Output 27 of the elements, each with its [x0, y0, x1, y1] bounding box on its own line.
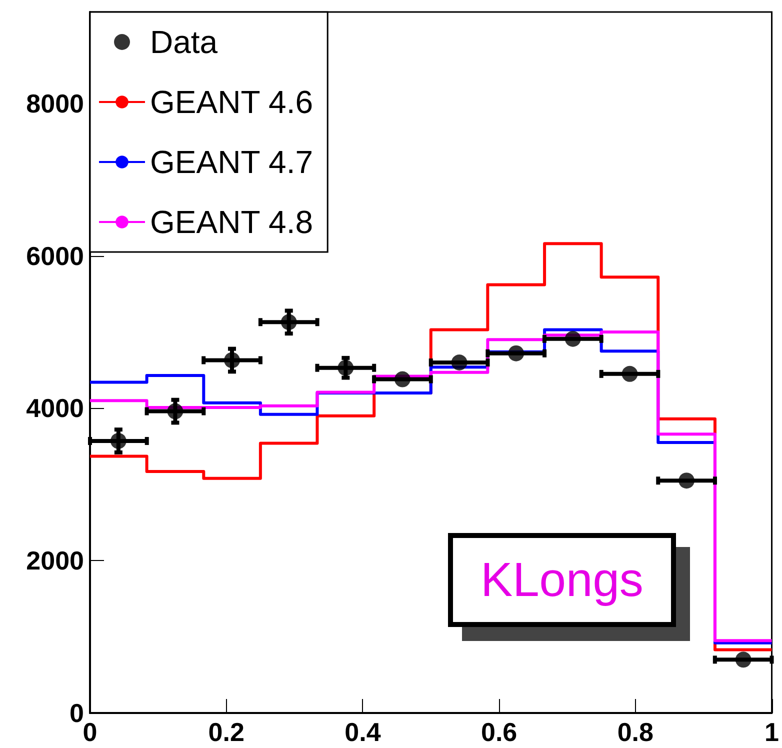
- point: [280, 314, 297, 330]
- x-tick-label: 0.2: [208, 717, 244, 747]
- y-tick-label: 8000: [26, 88, 84, 118]
- x-tick-label: 1: [764, 717, 780, 747]
- y-tick-label: 0: [70, 698, 84, 728]
- legend-label: GEANT 4.7: [150, 144, 314, 180]
- x-tick-label: 0.4: [344, 717, 382, 747]
- point: [394, 371, 410, 388]
- y-tick-label: 2000: [26, 546, 84, 576]
- point: [622, 366, 638, 382]
- point: [338, 360, 354, 376]
- x-tick-label: 0.8: [617, 717, 654, 747]
- point: [508, 345, 524, 362]
- y-tick-label: 6000: [26, 240, 84, 271]
- legend-label: GEANT 4.6: [150, 84, 314, 120]
- point: [451, 354, 468, 370]
- point: [224, 352, 240, 368]
- point: [678, 472, 695, 489]
- point: [735, 652, 752, 668]
- legend-label: GEANT 4.8: [150, 204, 314, 240]
- y-tick-label: 4000: [26, 393, 84, 424]
- point: [167, 403, 184, 420]
- x-tick-label: 0.6: [480, 717, 518, 747]
- point: [564, 330, 581, 347]
- point: [110, 432, 126, 449]
- legend-label: Data: [150, 24, 218, 60]
- annotation: KLongs: [448, 533, 676, 627]
